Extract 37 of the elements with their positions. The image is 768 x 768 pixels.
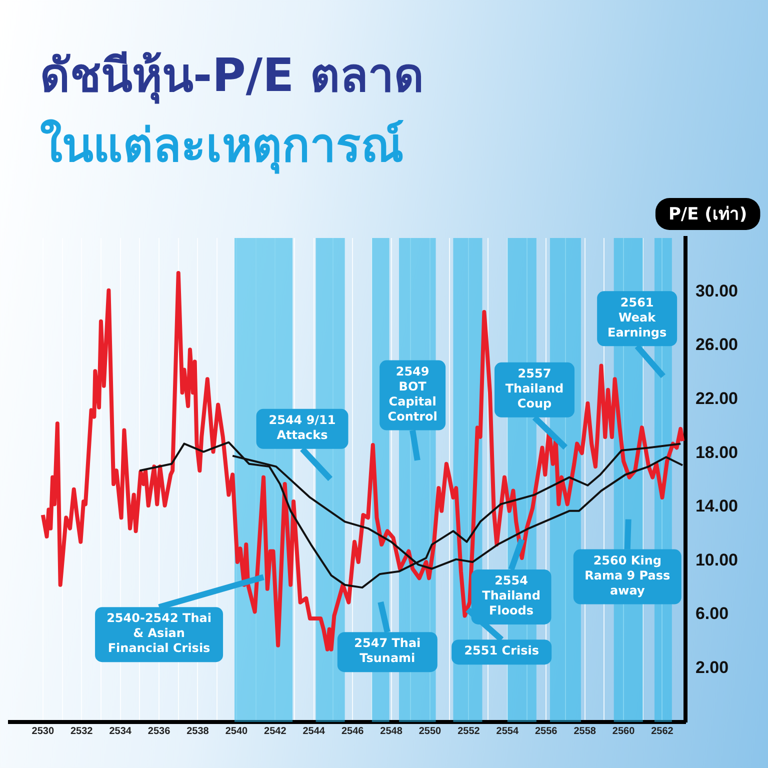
chart-subtitle: ในแต่ละเหตุการณ์ bbox=[40, 117, 404, 176]
chart-title: ดัชนีหุ้น-P/E ตลาด bbox=[40, 47, 424, 106]
x-tick-label: 2562 bbox=[651, 726, 674, 737]
band-label: 2554 Thailand Floods bbox=[482, 574, 540, 618]
y-tick-label: 26.00 bbox=[695, 335, 738, 354]
x-tick-label: 2538 bbox=[186, 726, 210, 737]
x-tick-label: 2542 bbox=[264, 726, 287, 737]
band-label: 2551 Crisis bbox=[464, 644, 539, 658]
x-tick-label: 2552 bbox=[458, 726, 480, 737]
x-tick-label: 2540 bbox=[225, 726, 248, 737]
x-tick-label: 2536 bbox=[148, 726, 171, 737]
y-tick-label: 30.00 bbox=[695, 281, 738, 300]
y-axis-title: P/E (เท่า) bbox=[668, 204, 748, 224]
y-tick-label: 14.00 bbox=[695, 496, 738, 516]
band-label: 2540-2542 Thai & Asian Financial Crisis bbox=[106, 611, 212, 656]
y-tick-label: 22.00 bbox=[695, 389, 738, 408]
x-tick-label: 2544 bbox=[302, 726, 326, 737]
band-label: 2560 King Rama 9 Pass away bbox=[584, 553, 670, 598]
band-label: 2557 Thailand Coup bbox=[505, 366, 564, 411]
x-tick-label: 2558 bbox=[574, 726, 596, 737]
band-label: 2544 9/11 Attacks bbox=[268, 413, 336, 442]
band-label: 2547 Thai Tsunami bbox=[354, 636, 421, 666]
x-tick-label: 2550 bbox=[418, 726, 442, 737]
band-label: 2549 BOT Capital Control bbox=[388, 364, 438, 424]
x-tick-label: 2548 bbox=[380, 726, 403, 737]
x-tick-label: 2560 bbox=[612, 726, 636, 737]
x-tick-label: 2554 bbox=[496, 726, 519, 737]
x-tick-label: 2534 bbox=[109, 726, 132, 737]
y-tick-label: 6.00 bbox=[695, 604, 729, 624]
y-tick-label: 2.00 bbox=[695, 658, 729, 677]
y-tick-label: 10.00 bbox=[695, 550, 738, 570]
y-tick-label: 18.00 bbox=[695, 442, 738, 462]
x-tick-label: 2532 bbox=[70, 726, 94, 737]
x-tick-label: 2556 bbox=[534, 726, 558, 737]
band-label: 2561 Weak Earnings bbox=[607, 295, 667, 340]
x-tick-label: 2546 bbox=[341, 726, 364, 737]
x-tick-label: 2530 bbox=[32, 726, 54, 737]
